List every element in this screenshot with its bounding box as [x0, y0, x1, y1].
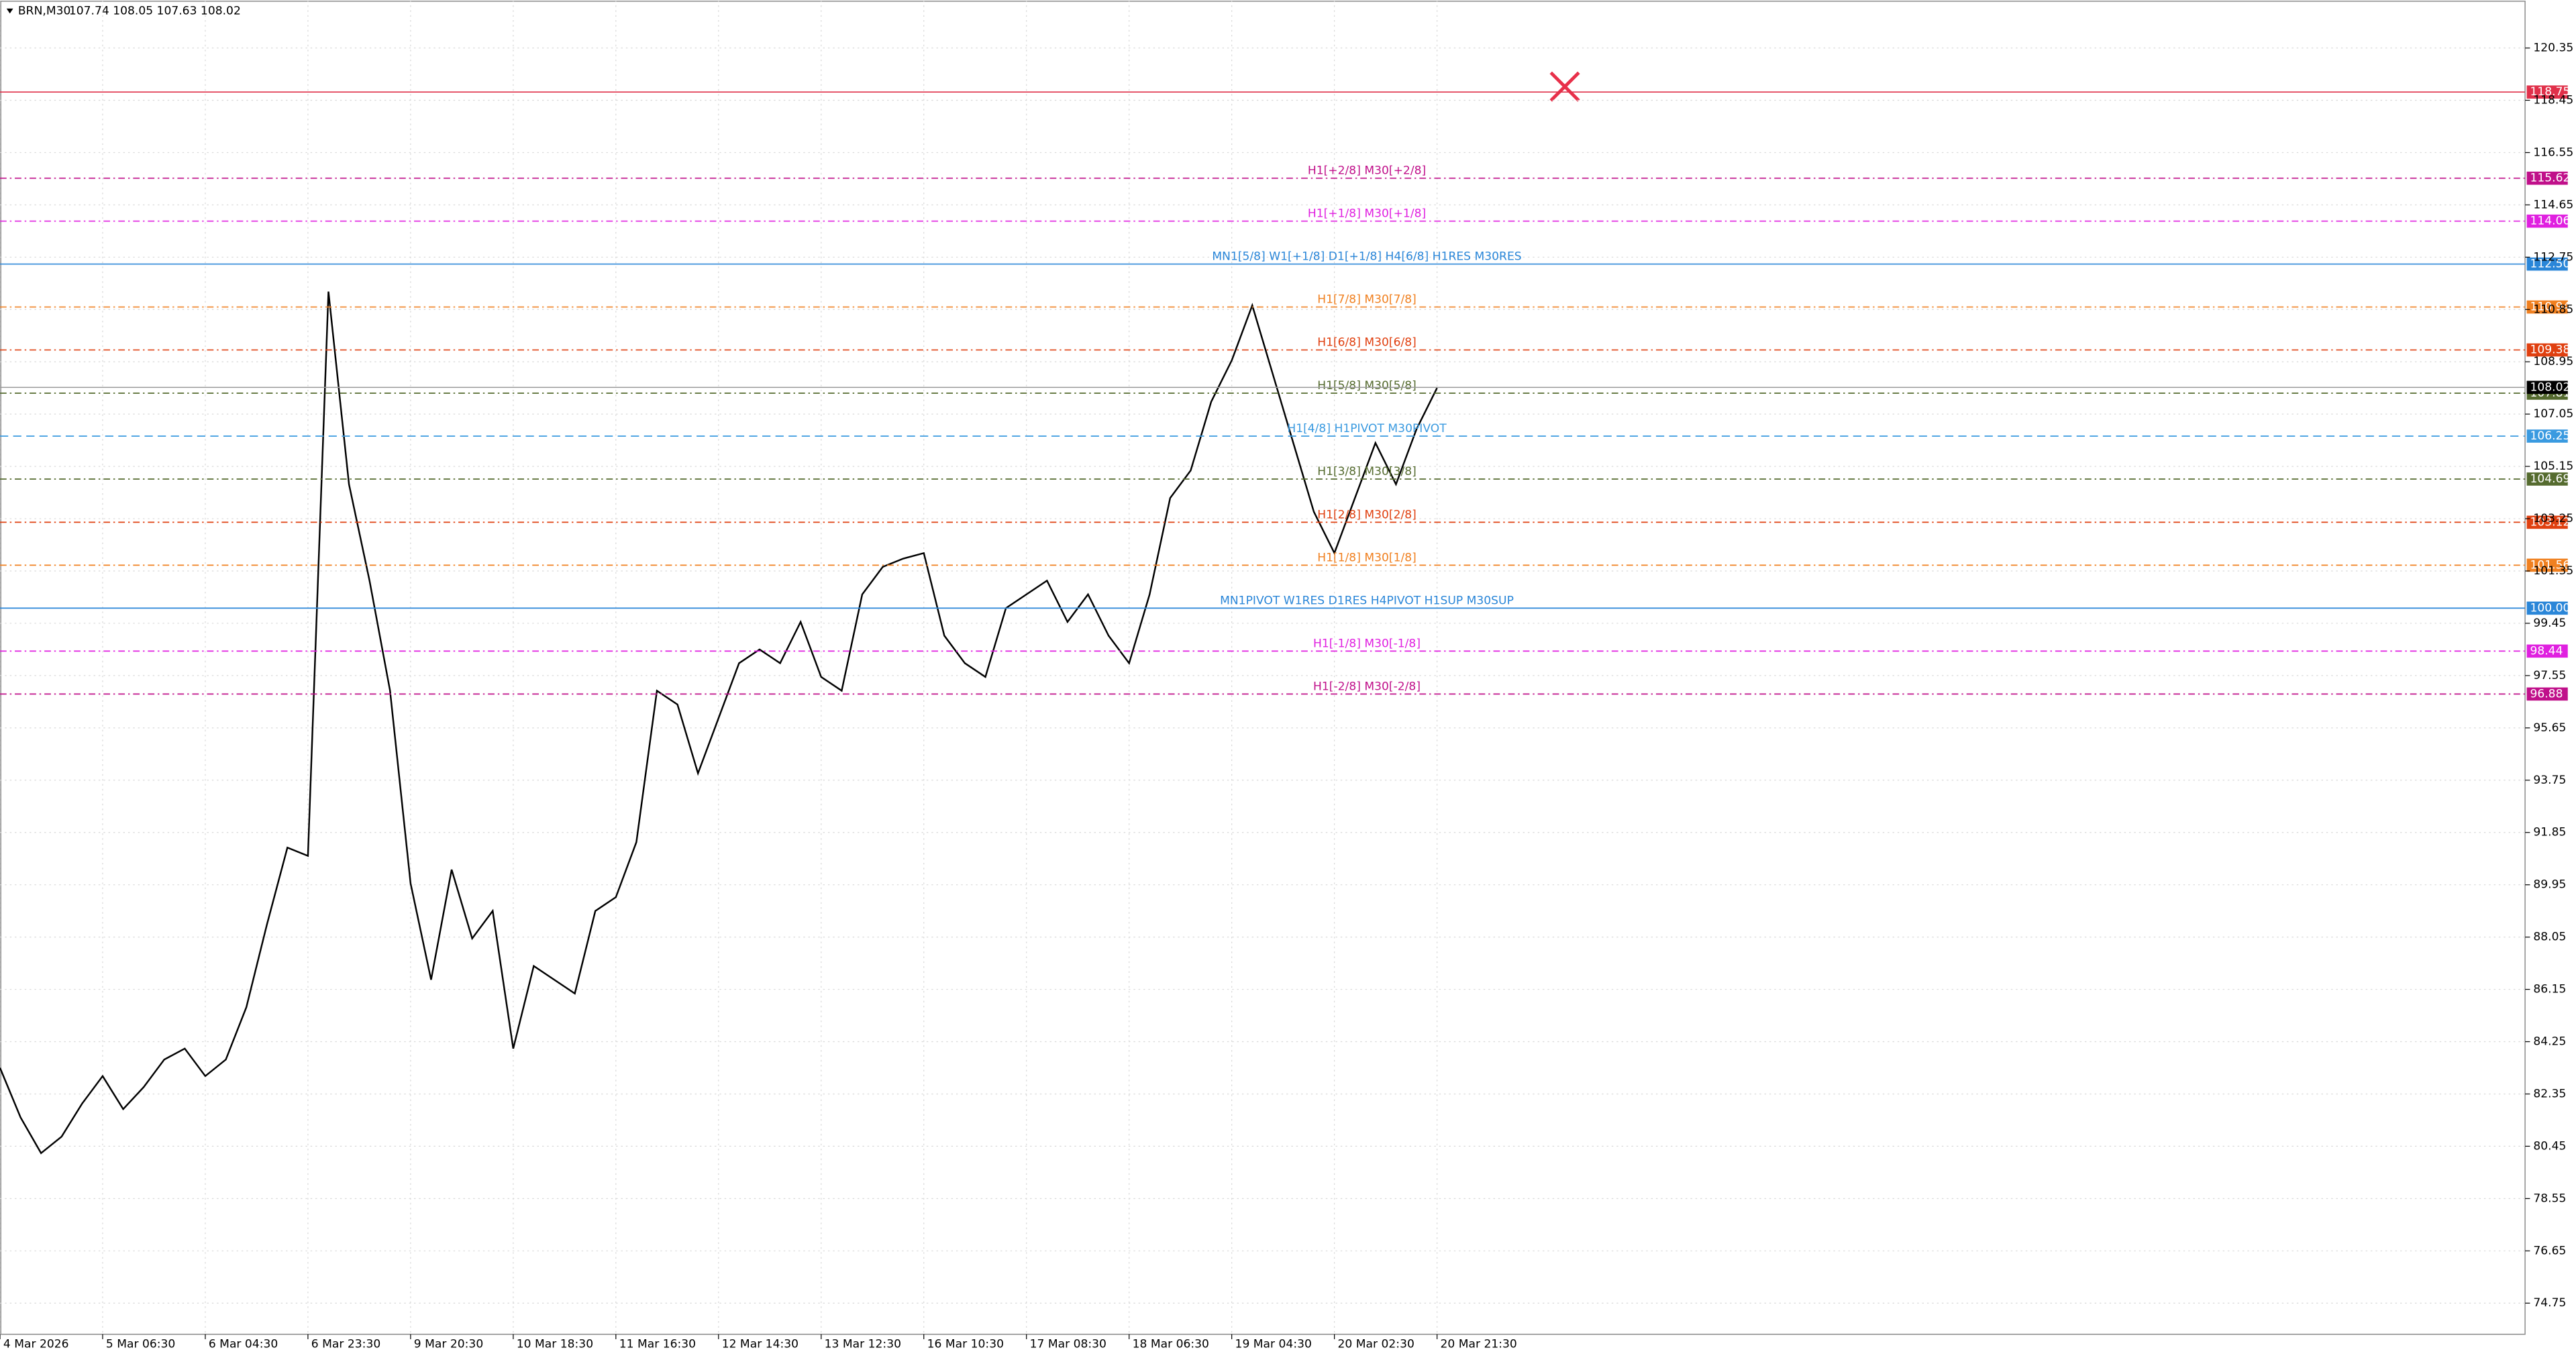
y-tick-label: 110.85	[2533, 303, 2573, 316]
price-tag	[2526, 380, 2568, 395]
y-tick-label: 108.95	[2533, 355, 2573, 368]
y-tick-label: 114.65	[2533, 198, 2573, 211]
menu-arrow[interactable]	[6, 8, 13, 14]
level-label: H1[7/8] M30[7/8]	[1317, 293, 1416, 307]
y-tick-label: 105.15	[2533, 460, 2573, 473]
level-label: MN1PIVOT W1RES D1RES H4PIVOT H1SUP M30SU…	[1220, 594, 1514, 607]
x-tick-label: 17 Mar 08:30	[1030, 1337, 1106, 1351]
price-tag	[2526, 687, 2568, 701]
x-tick-label: 16 Mar 10:30	[927, 1337, 1004, 1351]
y-tick-label: 88.05	[2533, 931, 2566, 944]
level-label: H1[-1/8] M30[-1/8]	[1313, 637, 1421, 650]
price-tag-label: 115.62	[2530, 172, 2570, 185]
price-tag-label: 98.44	[2530, 644, 2563, 658]
y-tick-label: 82.35	[2533, 1087, 2566, 1100]
price-tag-label: 104.69	[2530, 472, 2570, 486]
price-tag	[2526, 472, 2568, 486]
x-tick-label: 9 Mar 20:30	[414, 1337, 483, 1351]
price-tag-label: 106.25	[2530, 429, 2570, 443]
x-tick-label: 11 Mar 16:30	[619, 1337, 696, 1351]
x-tick-label: 4 Mar 2026	[3, 1337, 69, 1351]
level-label: H1[1/8] M30[1/8]	[1317, 551, 1416, 564]
price-tag	[2526, 601, 2568, 615]
price-tag	[2526, 300, 2568, 314]
y-tick-label: 78.55	[2533, 1192, 2566, 1205]
level-label: H1[+1/8] M30[+1/8]	[1308, 207, 1426, 221]
price-tag	[2526, 171, 2568, 185]
price-tag-label: 103.12	[2530, 515, 2570, 529]
x-tick-label: 12 Mar 14:30	[722, 1337, 798, 1351]
y-tick-label: 86.15	[2533, 983, 2566, 996]
y-tick-label: 89.95	[2533, 878, 2566, 892]
y-tick-label: 116.55	[2533, 146, 2573, 159]
x-tick-label: 13 Mar 12:30	[825, 1337, 901, 1351]
x-tick-label: 6 Mar 23:30	[311, 1337, 380, 1351]
x-tick-label: 20 Mar 02:30	[1338, 1337, 1414, 1351]
plot-frame	[0, 1, 2526, 1335]
level-label: H1[-2/8] M30[-2/8]	[1313, 680, 1421, 693]
level-label: H1[5/8] M30[5/8]	[1317, 379, 1416, 393]
price-tag-label: 108.02	[2530, 380, 2570, 394]
chart-title: BRN,M30	[18, 4, 70, 17]
y-tick-label: 118.45	[2533, 93, 2573, 107]
y-tick-label: 80.45	[2533, 1139, 2566, 1153]
price-tag	[2526, 515, 2568, 529]
y-tick-label: 91.85	[2533, 826, 2566, 839]
y-tick-label: 103.25	[2533, 512, 2573, 525]
price-tag	[2526, 85, 2568, 99]
x-tick-label: 20 Mar 21:30	[1440, 1337, 1516, 1351]
y-tick-label: 112.75	[2533, 250, 2573, 264]
price-line	[0, 291, 1438, 1155]
y-tick-label: 76.65	[2533, 1244, 2566, 1257]
x-tick-label: 5 Mar 06:30	[106, 1337, 175, 1351]
price-tag-label: 118.75	[2530, 85, 2570, 99]
y-tick-label: 99.45	[2533, 617, 2566, 630]
level-label: H1[+2/8] M30[+2/8]	[1308, 164, 1426, 178]
price-tag-label: 96.88	[2530, 687, 2563, 700]
y-tick-label: 84.25	[2533, 1035, 2566, 1049]
price-tag	[2526, 214, 2568, 228]
y-tick-label: 93.75	[2533, 774, 2566, 787]
price-tag-label: 100.00	[2530, 601, 2570, 615]
price-tag-label: 109.38	[2530, 344, 2570, 357]
price-tag	[2526, 257, 2568, 271]
price-tag-label: 110.94	[2530, 301, 2570, 314]
level-label: H1[3/8] M30[3/8]	[1317, 465, 1416, 478]
y-tick-label: 101.35	[2533, 564, 2573, 578]
level-label: MN1[5/8] W1[+1/8] D1[+1/8] H4[6/8] H1RES…	[1212, 250, 1521, 264]
price-tag-label: 112.50	[2530, 258, 2570, 271]
x-tick-label: 6 Mar 04:30	[209, 1337, 278, 1351]
price-tag-label: 101.56	[2530, 558, 2570, 572]
y-tick-label: 97.55	[2533, 669, 2566, 682]
level-label: H1[2/8] M30[2/8]	[1317, 508, 1416, 521]
price-tag-label: 114.06	[2530, 215, 2570, 228]
y-tick-label: 95.65	[2533, 721, 2566, 735]
level-label: H1[4/8] H1PIVOT M30PIVOT	[1287, 422, 1447, 435]
y-tick-label: 74.75	[2533, 1296, 2566, 1310]
x-tick-label: 18 Mar 06:30	[1133, 1337, 1209, 1351]
y-tick-label: 120.35	[2533, 42, 2573, 55]
price-tag	[2526, 343, 2568, 357]
price-tag	[2526, 644, 2568, 658]
chart-subtitle: 107.74 108.05 107.63 108.02	[69, 4, 241, 17]
price-tag	[2526, 429, 2568, 443]
x-tick-label: 10 Mar 18:30	[517, 1337, 593, 1351]
close-marker[interactable]	[1549, 71, 1580, 102]
x-tick-label: 19 Mar 04:30	[1235, 1337, 1312, 1351]
price-tag	[2526, 558, 2568, 572]
y-tick-label: 107.05	[2533, 407, 2573, 421]
level-label: H1[6/8] M30[6/8]	[1317, 336, 1416, 350]
